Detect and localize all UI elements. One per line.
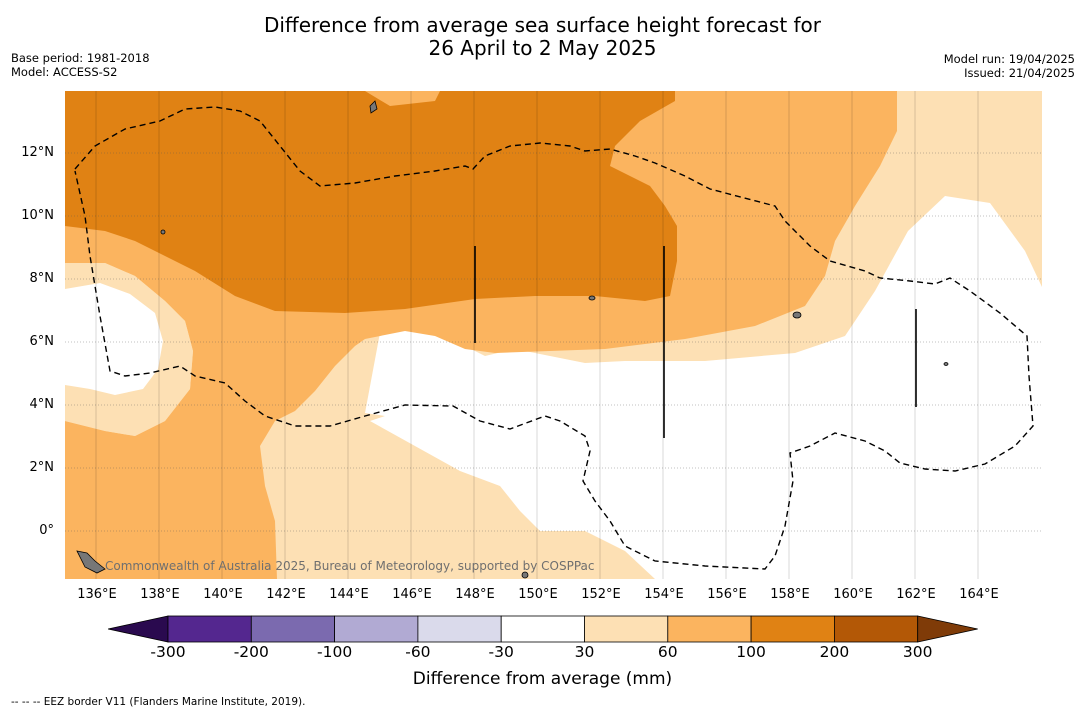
eez-straight-boundaries [474, 246, 917, 438]
lon-label: 142°E [266, 587, 306, 602]
lon-label: 136°E [77, 587, 117, 602]
latitude-gridlines [65, 152, 1042, 532]
colorbar-swatch [250, 615, 336, 643]
colorbar-tick-label: 100 [736, 643, 766, 661]
longitude-gridlines [95, 91, 979, 579]
island [792, 311, 802, 319]
lat-label: 10°N [21, 208, 54, 223]
colorbar-swatch [334, 615, 419, 643]
lon-label: 140°E [203, 587, 243, 602]
colorbar-tick-label: -30 [488, 643, 514, 661]
lat-label: 12°N [21, 145, 54, 160]
colorbar-tick-label: 30 [574, 643, 595, 661]
lon-label: 158°E [770, 587, 810, 602]
west-white-core [65, 283, 163, 395]
colorbar-tick-label: -60 [405, 643, 431, 661]
island [76, 550, 106, 574]
island [588, 295, 596, 301]
colorbar-tick-label: 60 [657, 643, 678, 661]
lat-label: 2°N [29, 460, 55, 475]
model-run: Model run: 19/04/2025 [943, 52, 1075, 66]
eez-dashed-border [74, 106, 1034, 570]
colorbar-tick-label: 200 [819, 643, 850, 661]
model-info: Base period: 1981-2018 Model: ACCESS-S2 [11, 51, 150, 79]
lon-label: 146°E [392, 587, 432, 602]
issued-date: Issued: 21/04/2025 [964, 66, 1075, 80]
base-period: Base period: 1981-2018 [11, 51, 150, 65]
map-canvas [65, 91, 1042, 579]
island [160, 229, 166, 235]
lon-label: 164°E [959, 587, 999, 602]
copyright-notice: Commonwealth of Australia 2025, Bureau o… [105, 559, 595, 573]
lon-label: 148°E [455, 587, 495, 602]
colorbar-tick-label: -200 [233, 643, 269, 661]
colorbar-swatch [750, 615, 835, 643]
lon-label: 144°E [329, 587, 369, 602]
colorbar-extend-low [107, 615, 169, 643]
colorbar-tick-label: -300 [150, 643, 186, 661]
forecast-map [65, 91, 1042, 579]
island [943, 362, 949, 366]
lon-label: 162°E [896, 587, 936, 602]
dark-orange-area [65, 91, 677, 313]
lon-label: 138°E [140, 587, 180, 602]
colorbar [107, 615, 978, 647]
model-name: Model: ACCESS-S2 [11, 65, 118, 79]
lat-label: 0° [39, 523, 54, 538]
island [369, 100, 378, 114]
eez-footnote: -- -- -- EEZ border V11 (Flanders Marine… [11, 696, 306, 708]
lat-label: 6°N [29, 334, 55, 349]
colorbar-tick-label: 300 [902, 643, 933, 661]
title-line-2: 26 April to 2 May 2025 [428, 36, 657, 60]
colorbar-tick-label: -100 [317, 643, 353, 661]
lon-label: 150°E [518, 587, 558, 602]
lon-label: 160°E [833, 587, 873, 602]
lon-label: 152°E [581, 587, 621, 602]
colorbar-swatch [667, 615, 752, 643]
run-info: Model run: 19/04/2025 Issued: 21/04/2025 [944, 52, 1075, 80]
colorbar-swatch [584, 615, 669, 643]
island [521, 571, 529, 579]
lat-label: 8°N [29, 271, 55, 286]
lon-label: 154°E [644, 587, 684, 602]
lat-label: 4°N [29, 397, 55, 412]
colorbar-swatches [107, 615, 978, 643]
colorbar-swatch [417, 615, 502, 643]
colorbar-swatch [834, 615, 919, 643]
colorbar-swatch [500, 615, 585, 643]
title-line-1: Difference from average sea surface heig… [263, 13, 822, 37]
map-title: Difference from average sea surface heig… [0, 14, 1085, 60]
colorbar-label: Difference from average (mm) [412, 669, 673, 689]
colorbar-swatch [167, 615, 252, 643]
lon-label: 156°E [707, 587, 747, 602]
islands [76, 100, 949, 579]
colorbar-extend-high [917, 615, 978, 643]
